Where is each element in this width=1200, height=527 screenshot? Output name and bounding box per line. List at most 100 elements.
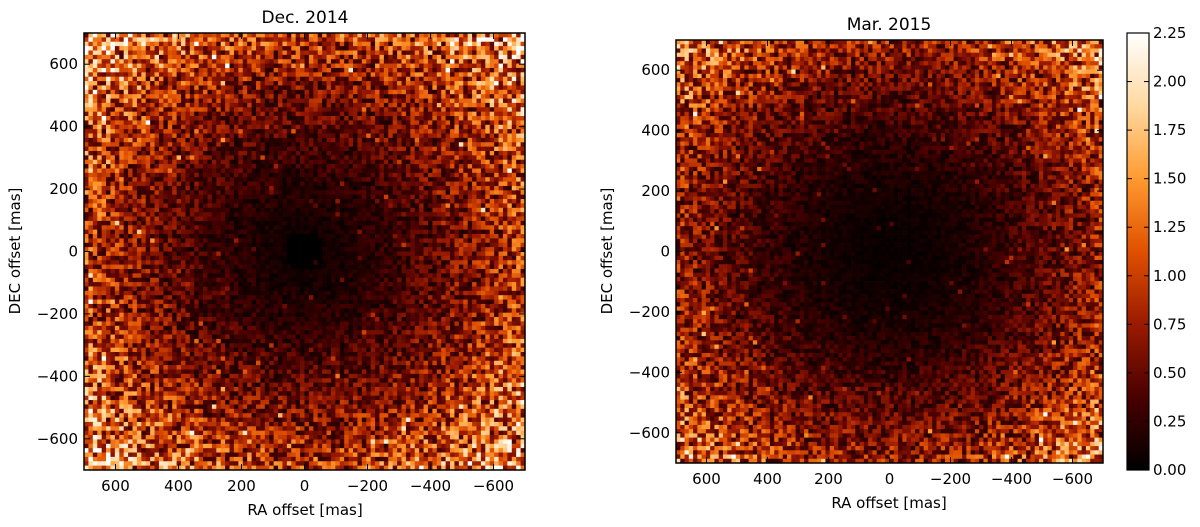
heatmap-cell <box>410 155 415 160</box>
heatmap-cell <box>309 186 314 191</box>
heatmap-cell <box>344 134 349 139</box>
heatmap-cell <box>88 190 93 195</box>
heatmap-cell <box>362 138 367 143</box>
heatmap-cell <box>507 46 512 51</box>
heatmap-cell <box>503 138 508 143</box>
heatmap-cell <box>318 81 323 86</box>
heatmap-cell <box>93 151 98 156</box>
heatmap-cell <box>278 46 283 51</box>
heatmap-cell <box>243 59 248 64</box>
heatmap-cell <box>282 85 287 90</box>
heatmap-cell <box>402 99 407 104</box>
heatmap-cell <box>243 129 248 134</box>
heatmap-cell <box>247 151 252 156</box>
heatmap-cell <box>110 85 115 90</box>
heatmap-cell <box>203 50 208 55</box>
heatmap-cell <box>230 151 235 156</box>
heatmap-cell <box>207 155 212 160</box>
heatmap-cell <box>397 107 402 112</box>
heatmap-cell <box>141 151 146 156</box>
heatmap-cell <box>106 116 111 121</box>
heatmap-cell <box>252 46 257 51</box>
heatmap-cell <box>410 190 415 195</box>
heatmap-cell <box>379 151 384 156</box>
heatmap-cell <box>459 212 464 217</box>
heatmap-cell <box>185 94 190 99</box>
heatmap-cell <box>309 230 314 235</box>
heatmap-cell <box>274 37 279 42</box>
heatmap-cell <box>133 72 138 77</box>
heatmap-cell <box>432 59 437 64</box>
heatmap-cell <box>221 138 226 143</box>
heatmap-cell <box>128 155 133 160</box>
heatmap-cell <box>371 50 376 55</box>
heatmap-cell <box>269 99 274 104</box>
heatmap-cell <box>238 177 243 182</box>
heatmap-cell <box>177 195 182 200</box>
heatmap-cell <box>296 199 301 204</box>
heatmap-cell <box>106 64 111 69</box>
heatmap-cell <box>243 64 248 69</box>
heatmap-cell <box>384 42 389 47</box>
heatmap-cell <box>190 234 195 239</box>
heatmap-cell <box>490 203 495 208</box>
heatmap-cell <box>115 208 120 213</box>
heatmap-cell <box>379 103 384 108</box>
heatmap-cell <box>190 94 195 99</box>
heatmap-cell <box>472 186 477 191</box>
heatmap-cell <box>212 230 217 235</box>
heatmap-cell <box>243 37 248 42</box>
heatmap-cell <box>119 147 124 152</box>
heatmap-cell <box>388 138 393 143</box>
heatmap-cell <box>203 160 208 165</box>
heatmap-cell <box>503 134 508 139</box>
heatmap-cell <box>419 116 424 121</box>
heatmap-cell <box>97 142 102 147</box>
heatmap-cell <box>406 72 411 77</box>
heatmap-cell <box>415 186 420 191</box>
heatmap-cell <box>432 64 437 69</box>
heatmap-cell <box>375 190 380 195</box>
heatmap-cell <box>216 134 221 139</box>
heatmap-cell <box>322 147 327 152</box>
heatmap-cell <box>243 164 248 169</box>
heatmap-cell <box>459 160 464 165</box>
heatmap-cell <box>296 46 301 51</box>
heatmap-cell <box>419 59 424 64</box>
heatmap-cell <box>207 116 212 121</box>
heatmap-cell <box>494 59 499 64</box>
heatmap-cell <box>335 243 340 248</box>
heatmap-cell <box>269 120 274 125</box>
heatmap-cell <box>375 85 380 90</box>
heatmap-cell <box>97 151 102 156</box>
heatmap-cell <box>305 90 310 95</box>
heatmap-cell <box>106 173 111 178</box>
heatmap-cell <box>265 77 270 82</box>
heatmap-cell <box>163 103 168 108</box>
heatmap-cell <box>357 221 362 226</box>
heatmap-cell <box>216 77 221 82</box>
heatmap-cell <box>481 81 486 86</box>
heatmap-cell <box>375 164 380 169</box>
heatmap-cell <box>287 125 292 130</box>
heatmap-cell <box>269 186 274 191</box>
heatmap-cell <box>313 81 318 86</box>
heatmap-cell <box>225 234 230 239</box>
heatmap-cell <box>388 72 393 77</box>
heatmap-cell <box>463 72 468 77</box>
heatmap-cell <box>287 50 292 55</box>
heatmap-cell <box>216 186 221 191</box>
heatmap-cell <box>318 230 323 235</box>
heatmap-cell <box>88 50 93 55</box>
heatmap-cell <box>507 238 512 243</box>
heatmap-cell <box>207 151 212 156</box>
heatmap-cell <box>309 120 314 125</box>
heatmap-cell <box>194 99 199 104</box>
heatmap-cell <box>402 190 407 195</box>
heatmap-cell <box>203 55 208 60</box>
heatmap-cell <box>252 125 257 130</box>
heatmap-cell <box>313 116 318 121</box>
heatmap-cell <box>252 217 257 222</box>
heatmap-cell <box>230 225 235 230</box>
heatmap-cell <box>163 142 168 147</box>
